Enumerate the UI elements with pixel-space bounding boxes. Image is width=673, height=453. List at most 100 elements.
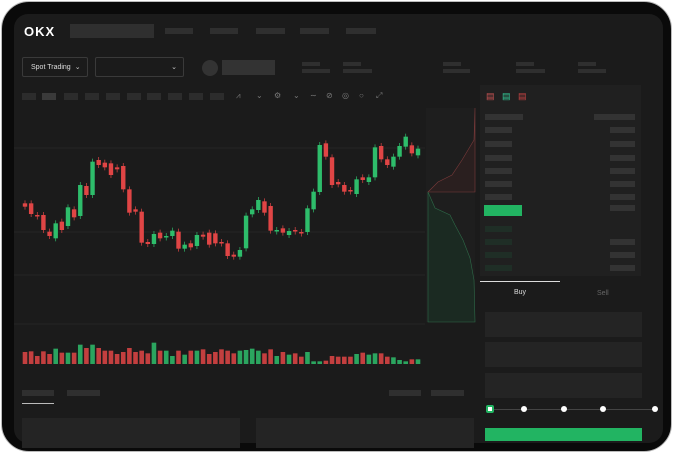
orderbook-both-view-icon[interactable]: ▤ xyxy=(486,91,495,101)
candle-body xyxy=(176,231,181,249)
candle-body xyxy=(219,242,224,244)
interval-button[interactable] xyxy=(22,93,36,100)
volume-bar xyxy=(139,350,144,364)
nav-item[interactable] xyxy=(165,28,193,34)
interval-button[interactable] xyxy=(189,93,203,100)
interval-button-active[interactable] xyxy=(42,93,56,100)
candle-body xyxy=(200,234,206,237)
candle-body xyxy=(121,166,126,190)
volume-bar xyxy=(249,348,255,364)
candle-body xyxy=(274,230,279,232)
okx-logo[interactable]: OKX xyxy=(24,24,56,39)
tab-sell[interactable]: Sell xyxy=(597,290,609,297)
candle-body xyxy=(96,160,101,165)
candle-body xyxy=(145,242,151,244)
volume-bar xyxy=(176,350,181,364)
interval-button[interactable] xyxy=(106,93,120,100)
slider-step-25[interactable] xyxy=(521,406,527,412)
volume-bar xyxy=(354,354,359,364)
total-input[interactable] xyxy=(485,373,642,398)
candle-body xyxy=(366,177,372,182)
candle-body xyxy=(409,145,415,154)
fullscreen-icon[interactable]: ⤢ xyxy=(376,91,383,100)
ask-price xyxy=(485,194,512,200)
orderbook-header-amount xyxy=(594,114,635,120)
interval-button[interactable] xyxy=(210,93,224,100)
volume-bar xyxy=(372,353,378,364)
candle-body xyxy=(41,215,46,230)
panel xyxy=(256,418,474,448)
spot-trading-button[interactable]: Spot Trading ⌄ xyxy=(22,57,88,77)
volume-bar xyxy=(237,350,243,364)
candle-body xyxy=(311,191,316,210)
slider-step-50[interactable] xyxy=(561,406,567,412)
ask-price xyxy=(485,127,512,133)
depth-asks-area xyxy=(427,107,476,193)
volume-bar xyxy=(157,350,163,364)
tab-buy[interactable]: Buy xyxy=(514,289,527,296)
candle-body xyxy=(397,146,402,157)
target-icon[interactable]: ○ xyxy=(359,91,364,100)
stat-label xyxy=(302,62,320,66)
ask-price xyxy=(485,168,512,174)
orderbook-bids-view-icon[interactable]: ▤ xyxy=(502,91,511,101)
interval-button[interactable] xyxy=(127,93,141,100)
indicator-icon[interactable]: ⩘ xyxy=(236,91,241,100)
buy-submit-button[interactable] xyxy=(485,428,642,441)
candle-body xyxy=(403,136,408,147)
candle-body xyxy=(78,185,83,216)
draw-tool-icon[interactable]: ⊘ xyxy=(326,91,333,100)
chart-type-icon[interactable]: ⌄ xyxy=(256,91,263,100)
volume-bar xyxy=(96,348,101,364)
volume-bar xyxy=(256,350,261,364)
candle-body xyxy=(139,211,144,243)
slider-handle[interactable] xyxy=(486,405,494,413)
volume-bar xyxy=(22,352,28,364)
interval-button[interactable] xyxy=(168,93,182,100)
search-bar[interactable] xyxy=(70,24,154,38)
candle-body xyxy=(127,189,132,213)
candle-body xyxy=(157,232,163,239)
interval-button[interactable] xyxy=(64,93,78,100)
candle-body xyxy=(65,207,71,226)
volume-bar xyxy=(170,356,175,364)
tab-order-history[interactable] xyxy=(67,390,100,396)
interval-button[interactable] xyxy=(85,93,99,100)
line-tool-icon[interactable]: ∼ xyxy=(310,91,317,100)
volume-bar xyxy=(305,352,310,364)
volume-bar xyxy=(299,356,304,364)
amount-slider-track[interactable] xyxy=(490,409,655,410)
filter-button[interactable] xyxy=(389,390,421,396)
volume-bar xyxy=(200,349,206,364)
dropdown-icon[interactable]: ⌄ xyxy=(293,91,300,100)
ask-amount xyxy=(610,127,635,133)
tab-open-orders[interactable] xyxy=(22,390,54,396)
bid-amount xyxy=(610,239,635,245)
interval-button[interactable] xyxy=(147,93,161,100)
orderbook-asks-view-icon[interactable]: ▤ xyxy=(518,91,527,101)
slider-step-100[interactable] xyxy=(652,406,658,412)
price-input[interactable] xyxy=(485,312,642,337)
volume-bar xyxy=(84,348,89,364)
slider-step-75[interactable] xyxy=(600,406,606,412)
ask-price xyxy=(485,181,512,187)
settings-icon[interactable]: ⚙ xyxy=(274,91,282,100)
nav-item[interactable] xyxy=(256,28,285,34)
volume-bar xyxy=(366,354,372,364)
nav-item[interactable] xyxy=(210,28,238,34)
amount-input[interactable] xyxy=(485,342,642,367)
volume-bar xyxy=(28,351,34,364)
volume-bar xyxy=(34,356,40,364)
candle-body xyxy=(194,235,200,246)
circle-tool-icon[interactable]: ◎ xyxy=(342,91,349,100)
nav-item[interactable] xyxy=(300,28,329,34)
candle-body xyxy=(329,157,335,185)
volume-bar xyxy=(120,352,126,364)
nav-item[interactable] xyxy=(346,28,376,34)
pair-select[interactable]: ⌄ xyxy=(95,57,184,77)
filter-button[interactable] xyxy=(431,390,464,396)
candle-body xyxy=(188,243,193,248)
volume-bar xyxy=(151,342,157,364)
volume-bar xyxy=(114,354,120,364)
